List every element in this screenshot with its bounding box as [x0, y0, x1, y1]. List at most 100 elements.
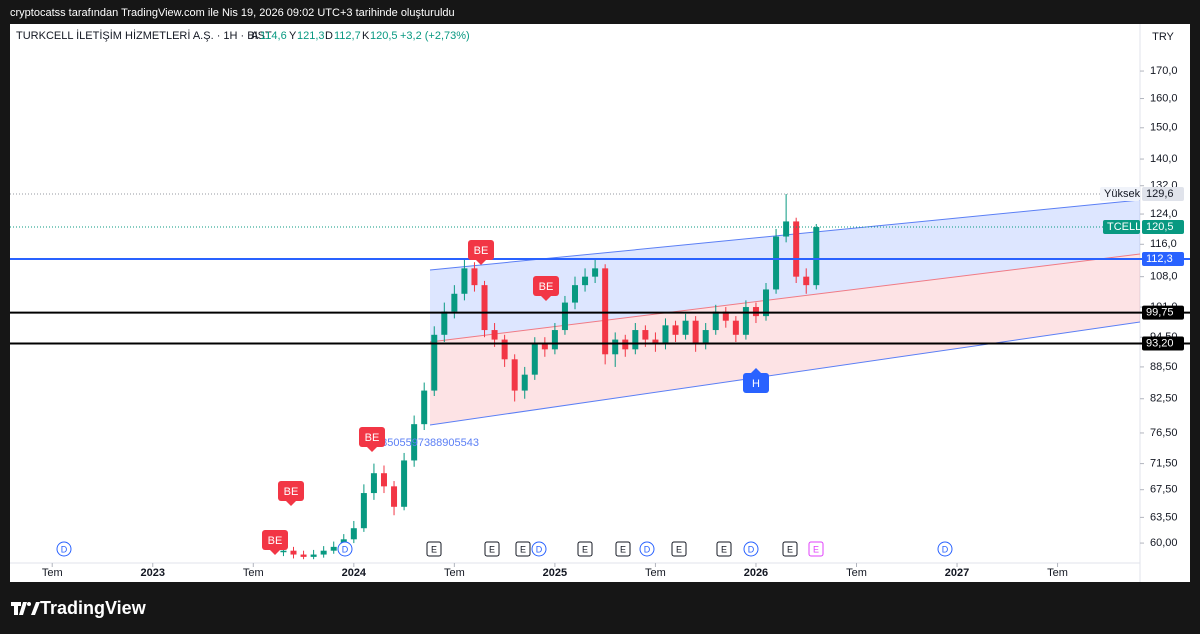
candle-body: [612, 339, 619, 355]
high-line-label: 129,6: [1146, 188, 1174, 200]
marker-box: [359, 427, 385, 447]
candle-body: [582, 276, 589, 286]
candle-body: [310, 554, 317, 557]
candle-body: [662, 325, 669, 345]
x-tick-label: Tem: [444, 567, 465, 579]
event-icon: [937, 541, 953, 557]
candle-body: [421, 390, 428, 425]
event-label: E: [582, 544, 588, 554]
candle-body: [441, 311, 448, 335]
high-value: 121,3: [297, 30, 325, 42]
event-icon: [426, 541, 442, 557]
event-icon: [515, 541, 531, 557]
low-value: 112,7: [334, 30, 361, 42]
event-label: E: [721, 544, 727, 554]
marker-box: [533, 276, 559, 296]
logo-mark-2: [31, 602, 40, 615]
marker-pointer: [751, 368, 761, 373]
y-tick-label: 150,0: [1150, 122, 1178, 134]
close-key: K: [362, 30, 370, 42]
candle-body: [451, 293, 458, 312]
currency: TRY: [1152, 31, 1174, 43]
last-line-name: TCELL: [1107, 221, 1141, 233]
close-value: 120,5: [370, 30, 398, 42]
x-tick-label: 2026: [744, 567, 768, 579]
x-tick-label: Tem: [645, 567, 666, 579]
marker-label: BE: [365, 432, 380, 444]
event-icon: [743, 541, 759, 557]
candle-body: [491, 330, 498, 340]
marker-box: [262, 530, 288, 550]
y-tick-label: 140,0: [1150, 153, 1178, 165]
chart-panel: [10, 24, 1190, 582]
candle-body: [551, 330, 558, 350]
y-tick-label: 71,50: [1150, 458, 1178, 470]
x-tick-label: Tem: [243, 567, 264, 579]
candle-body: [330, 546, 337, 551]
event-icon: [782, 541, 798, 557]
high-line-name-box: [1100, 187, 1140, 202]
marker-box: [278, 481, 304, 501]
event-label: D: [644, 544, 651, 554]
footer: [0, 582, 1200, 634]
candle-body: [320, 550, 327, 555]
candle-body: [461, 268, 468, 294]
y-tick-label: 76,50: [1150, 427, 1178, 439]
symbol: TURKCELL İLETİŞİM HİZMETLERİ A.Ş. · 1H ·…: [16, 29, 272, 42]
y-tick-label: 170,0: [1150, 65, 1178, 77]
event-icon: [639, 541, 655, 557]
event-icon: [56, 541, 72, 557]
channel-lower-fill: [430, 254, 1140, 425]
event-label: D: [536, 544, 543, 554]
event-icon: [671, 541, 687, 557]
y-tick-label: 108,0: [1150, 271, 1178, 283]
candle-body: [300, 554, 307, 557]
candle-body: [572, 285, 578, 303]
level-label: 112,3: [1146, 253, 1173, 265]
event-label: E: [489, 544, 495, 554]
event-label: E: [620, 544, 626, 554]
candle-body: [602, 268, 609, 355]
level-label-box: [1142, 251, 1184, 266]
candle-body: [501, 339, 508, 360]
event-icon: [808, 541, 824, 557]
candle-body: [742, 307, 749, 335]
candle-body: [471, 268, 478, 286]
marker-pointer: [270, 550, 280, 555]
candle-body: [752, 307, 759, 317]
y-tick-label: 67,50: [1150, 484, 1178, 496]
x-tick-label: Tem: [846, 567, 867, 579]
marker-pointer: [286, 501, 296, 506]
candle-body: [732, 320, 739, 335]
candle-body: [773, 236, 780, 290]
low-key: D: [325, 30, 333, 42]
marker-pointer: [367, 447, 377, 452]
open-key: A: [251, 30, 259, 42]
high-line-name: Yüksek: [1104, 188, 1141, 200]
marker-pointer: [541, 296, 551, 301]
event-label: E: [676, 544, 682, 554]
candle-body: [722, 311, 729, 321]
y-tick-label: 63,50: [1150, 511, 1178, 523]
candle-body: [672, 325, 679, 335]
x-tick-label: 2025: [543, 567, 567, 579]
candle-body: [763, 289, 770, 317]
candle-body: [592, 268, 599, 277]
candle-body: [793, 221, 800, 277]
candle-body: [511, 359, 518, 391]
candle-body: [682, 320, 689, 335]
caption: cryptocatss tarafından TradingView.com i…: [10, 7, 455, 19]
candle-body: [632, 330, 639, 350]
x-tick-label: 2024: [342, 567, 367, 579]
candle-body: [642, 330, 649, 340]
last-line-label: 120,5: [1146, 221, 1174, 233]
event-label: D: [342, 544, 349, 554]
event-label: E: [787, 544, 793, 554]
y-tick-label: 88,50: [1150, 361, 1178, 373]
candle-body: [481, 285, 488, 331]
candle-body: [370, 473, 377, 494]
event-label: D: [942, 544, 949, 554]
y-tick-label: 82,50: [1150, 393, 1178, 405]
event-label: E: [431, 544, 437, 554]
